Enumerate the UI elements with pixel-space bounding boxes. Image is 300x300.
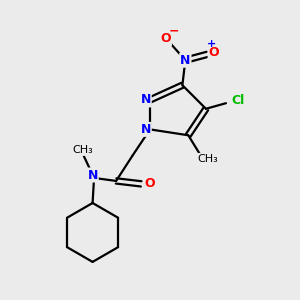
Text: +: +: [207, 39, 217, 49]
Text: N: N: [140, 123, 151, 136]
Text: CH₃: CH₃: [72, 145, 93, 155]
Text: N: N: [180, 54, 190, 67]
Text: N: N: [87, 169, 98, 182]
Text: N: N: [140, 93, 151, 106]
Text: O: O: [208, 46, 219, 59]
Text: CH₃: CH₃: [197, 154, 218, 164]
Text: O: O: [145, 177, 155, 190]
Text: Cl: Cl: [231, 94, 244, 107]
Text: O: O: [160, 32, 171, 46]
Text: −: −: [169, 24, 180, 37]
